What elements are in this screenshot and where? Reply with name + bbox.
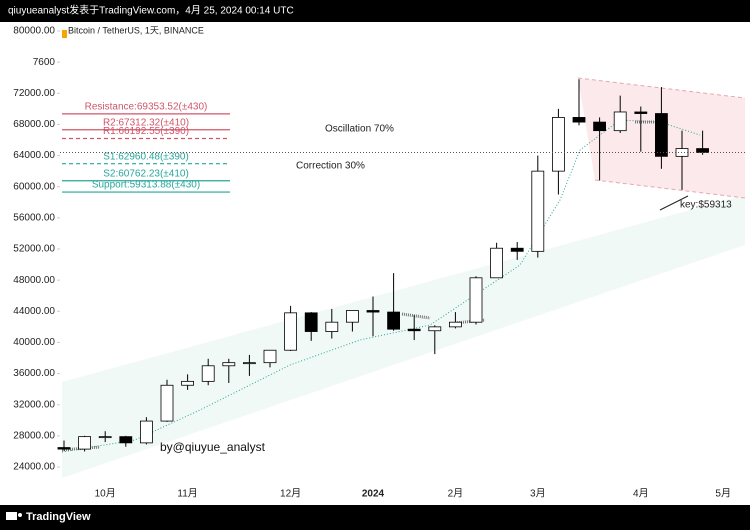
annotation: Oscillation 70%: [325, 124, 394, 135]
chart-title-text: Bitcoin / TetherUS, 1天, BINANCE: [68, 25, 204, 35]
y-tick-label: 40000.00: [13, 337, 55, 348]
candle-body: [613, 111, 627, 132]
top-bar: [0, 0, 750, 22]
y-tick-label: 64000.00: [13, 150, 55, 161]
x-tick-label: 3月: [530, 488, 546, 500]
candle-body: [242, 362, 256, 365]
bottom-bar: [0, 505, 750, 530]
candle-body: [634, 111, 648, 114]
candle-body: [448, 321, 462, 328]
candle-body: [345, 310, 359, 323]
y-tick-label: 68000.00: [13, 119, 55, 130]
x-tick-label: 10月: [95, 488, 116, 500]
candle-body: [696, 148, 709, 153]
level-label: S2:60762.23(±410): [103, 168, 189, 179]
candle-body: [490, 247, 504, 279]
y-tick-label: 32000.00: [13, 399, 55, 410]
candle-body: [222, 362, 236, 367]
candle-body: [98, 436, 112, 439]
x-tick-label: 5月: [715, 488, 731, 500]
candle-body: [139, 420, 153, 444]
candle-body: [510, 247, 524, 252]
candle-body: [366, 310, 380, 313]
watermark: by@qiuyue_analyst: [160, 440, 266, 454]
x-tick-label: 2月: [448, 488, 464, 500]
x-tick-label: 4月: [633, 488, 649, 500]
chart-title: Bitcoin / TetherUS, 1天, BINANCE: [62, 25, 204, 38]
candle-body: [181, 380, 195, 386]
key-arrow: [659, 195, 689, 211]
moving-average: [61, 119, 701, 453]
candle-body: [78, 436, 91, 450]
y-tick-label: 7600: [33, 57, 56, 68]
y-tick-label: 72000.00: [13, 88, 55, 99]
candle-body: [572, 117, 586, 123]
candle-body: [655, 113, 668, 157]
header-text: qiuyueanalyst发表于TradingView.com，4月 25, 2…: [8, 4, 294, 17]
candle-body: [675, 148, 689, 157]
y-tick-label: 52000.00: [13, 244, 55, 255]
y-tick-label: 28000.00: [13, 430, 55, 441]
annotation: key:$59313: [680, 200, 732, 211]
level-label: R1:66192.55(±390): [103, 126, 189, 137]
candle-body: [119, 436, 133, 444]
candle-body: [284, 312, 298, 351]
level-label: R2:67312.32(±410): [103, 117, 189, 128]
x-tick-label: 12月: [280, 488, 301, 500]
candle-body: [428, 326, 442, 332]
y-tick-label: 48000.00: [13, 275, 55, 286]
level-label: Resistance:69353.52(±430): [85, 102, 208, 113]
y-tick-label: 80000.00: [13, 26, 55, 37]
candle-body: [552, 117, 565, 172]
ascending-channel: [62, 195, 745, 478]
footer-text: TradingView: [26, 511, 91, 523]
tv-logo: [6, 512, 22, 520]
candle-body: [531, 170, 545, 252]
candle-body: [304, 312, 318, 332]
candle-body: [387, 311, 401, 330]
y-tick-label: 56000.00: [13, 212, 55, 223]
candle-body: [325, 321, 339, 332]
y-tick-label: 36000.00: [13, 368, 55, 379]
candle-body: [160, 384, 174, 422]
indicator-dots: [61, 445, 101, 452]
indicator-dots: [401, 312, 431, 320]
level-label: Support:59313.88(±430): [92, 180, 200, 191]
level-label: S1:62960.48(±390): [103, 151, 189, 162]
y-tick-label: 60000.00: [13, 181, 55, 192]
x-tick-label: 11月: [177, 488, 197, 500]
y-tick-label: 24000.00: [13, 462, 55, 473]
x-tick-label: 2024: [362, 489, 385, 500]
annotation: Correction 30%: [296, 161, 365, 172]
candle-body: [407, 328, 421, 332]
candle-body: [469, 277, 483, 323]
y-tick-label: 44000.00: [13, 306, 55, 317]
candle-body: [201, 365, 215, 382]
candle-body: [57, 447, 71, 450]
candle-body: [263, 349, 277, 364]
candle-body: [593, 121, 606, 132]
